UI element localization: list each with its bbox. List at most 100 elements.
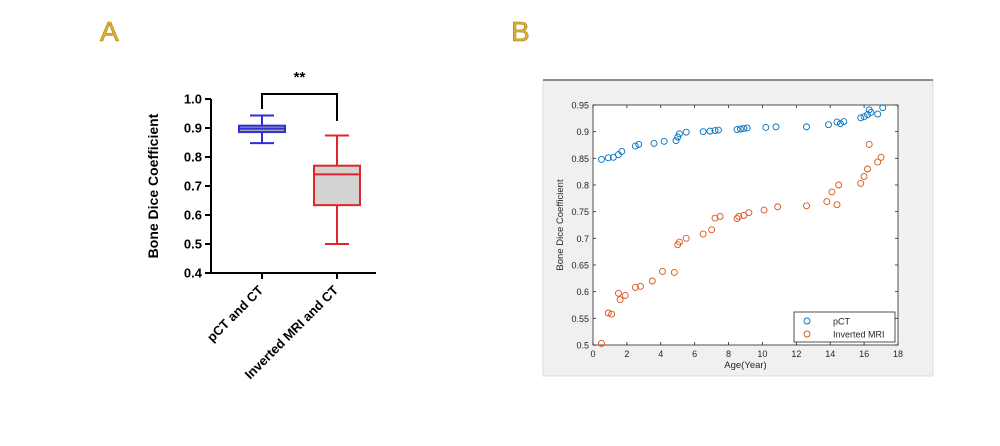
box-2 [313,134,361,245]
data-point [699,128,707,136]
y-tick-label: 0.8 [576,181,589,191]
y-axis-label: Bone Dice Coefficient [555,179,566,271]
data-point [714,126,722,134]
legend-label: pCT [833,317,851,327]
data-point [711,127,719,135]
series-pct [598,104,887,163]
data-point [867,109,875,116]
data-point [857,114,865,122]
data-point [864,111,871,119]
data-point [774,203,782,211]
data-point [648,277,656,285]
data-point [699,230,707,238]
data-point [604,309,612,317]
x-tick-label: 0 [590,349,595,359]
x-tick-label: 18 [893,349,903,359]
panel-a-label: A [100,16,119,48]
data-point [745,209,753,217]
box-1 [238,114,286,145]
data-point [682,128,690,136]
data-point [598,155,605,163]
data-point [879,104,887,112]
legend-marker [803,330,811,338]
x-tick-label: 6 [692,349,697,359]
data-point [616,296,624,304]
data-point [650,139,658,147]
data-point [631,142,639,150]
data-point [708,226,716,234]
data-point [621,291,629,299]
y-tick-label: 0.7 [184,179,202,194]
y-tick-label: 0.55 [571,314,589,324]
data-point [675,130,683,138]
data-point [631,283,639,291]
data-point [823,198,831,205]
plot-area [592,104,899,346]
data-point [735,213,743,220]
y-tick-label: 0.65 [571,261,589,271]
y-tick-label: 0.75 [571,207,589,217]
data-point [874,158,882,166]
data-point [835,181,843,189]
data-point [860,173,868,180]
x-tick-label: 14 [825,349,835,359]
data-point [760,206,768,214]
data-point [604,154,612,162]
y-tick-label: 0.8 [184,150,202,165]
data-point [674,133,682,141]
significance-label: ** [294,69,306,86]
data-point [736,125,744,133]
y-tick-label: 0.95 [571,101,589,111]
y-tick-label: 0.4 [184,266,203,281]
data-point [828,188,836,196]
data-point [608,310,616,318]
data-point [682,234,690,242]
data-point [598,339,605,347]
data-point [618,147,626,155]
x-tick-label: 16 [859,349,869,359]
data-point [803,123,810,131]
data-point [864,165,871,173]
data-point [840,118,848,125]
data-point [636,282,644,290]
data-point [675,238,683,246]
legend-marker [803,317,811,325]
y-tick-label: 1.0 [184,92,202,107]
data-point [740,125,748,132]
y-tick-label: 0.9 [576,127,589,137]
y-tick-label: 0.9 [184,121,202,136]
legend: pCT Inverted MRI [793,311,896,343]
x-tick-label: 2 [624,349,629,359]
data-point [762,123,770,131]
panel-b-label: B [511,16,530,48]
x-tick-label: 4 [658,349,663,359]
data-point [877,153,885,161]
y-tick-label: 0.85 [571,154,589,164]
iqr-box [313,164,361,207]
data-point [733,215,741,223]
data-point [833,118,841,126]
series-inverted-mri [598,141,885,347]
y-tick-label: 0.7 [576,234,589,244]
x-tick-label: 12 [791,349,801,359]
data-point [874,110,882,118]
data-point [614,289,622,297]
y-tick-label: 0.5 [576,341,589,351]
y-tick-label: 0.5 [184,237,202,252]
y-tick-label: 0.6 [184,208,202,223]
x-tick-label: 8 [726,349,731,359]
data-point [716,213,724,220]
data-point [833,201,841,209]
data-point [635,141,643,148]
data-point [772,123,780,131]
significance-bracket [261,93,338,121]
data-point [743,124,751,132]
data-point [825,121,832,129]
data-point [706,127,714,135]
data-point [857,179,865,187]
data-point [803,202,810,210]
data-point [860,113,868,121]
